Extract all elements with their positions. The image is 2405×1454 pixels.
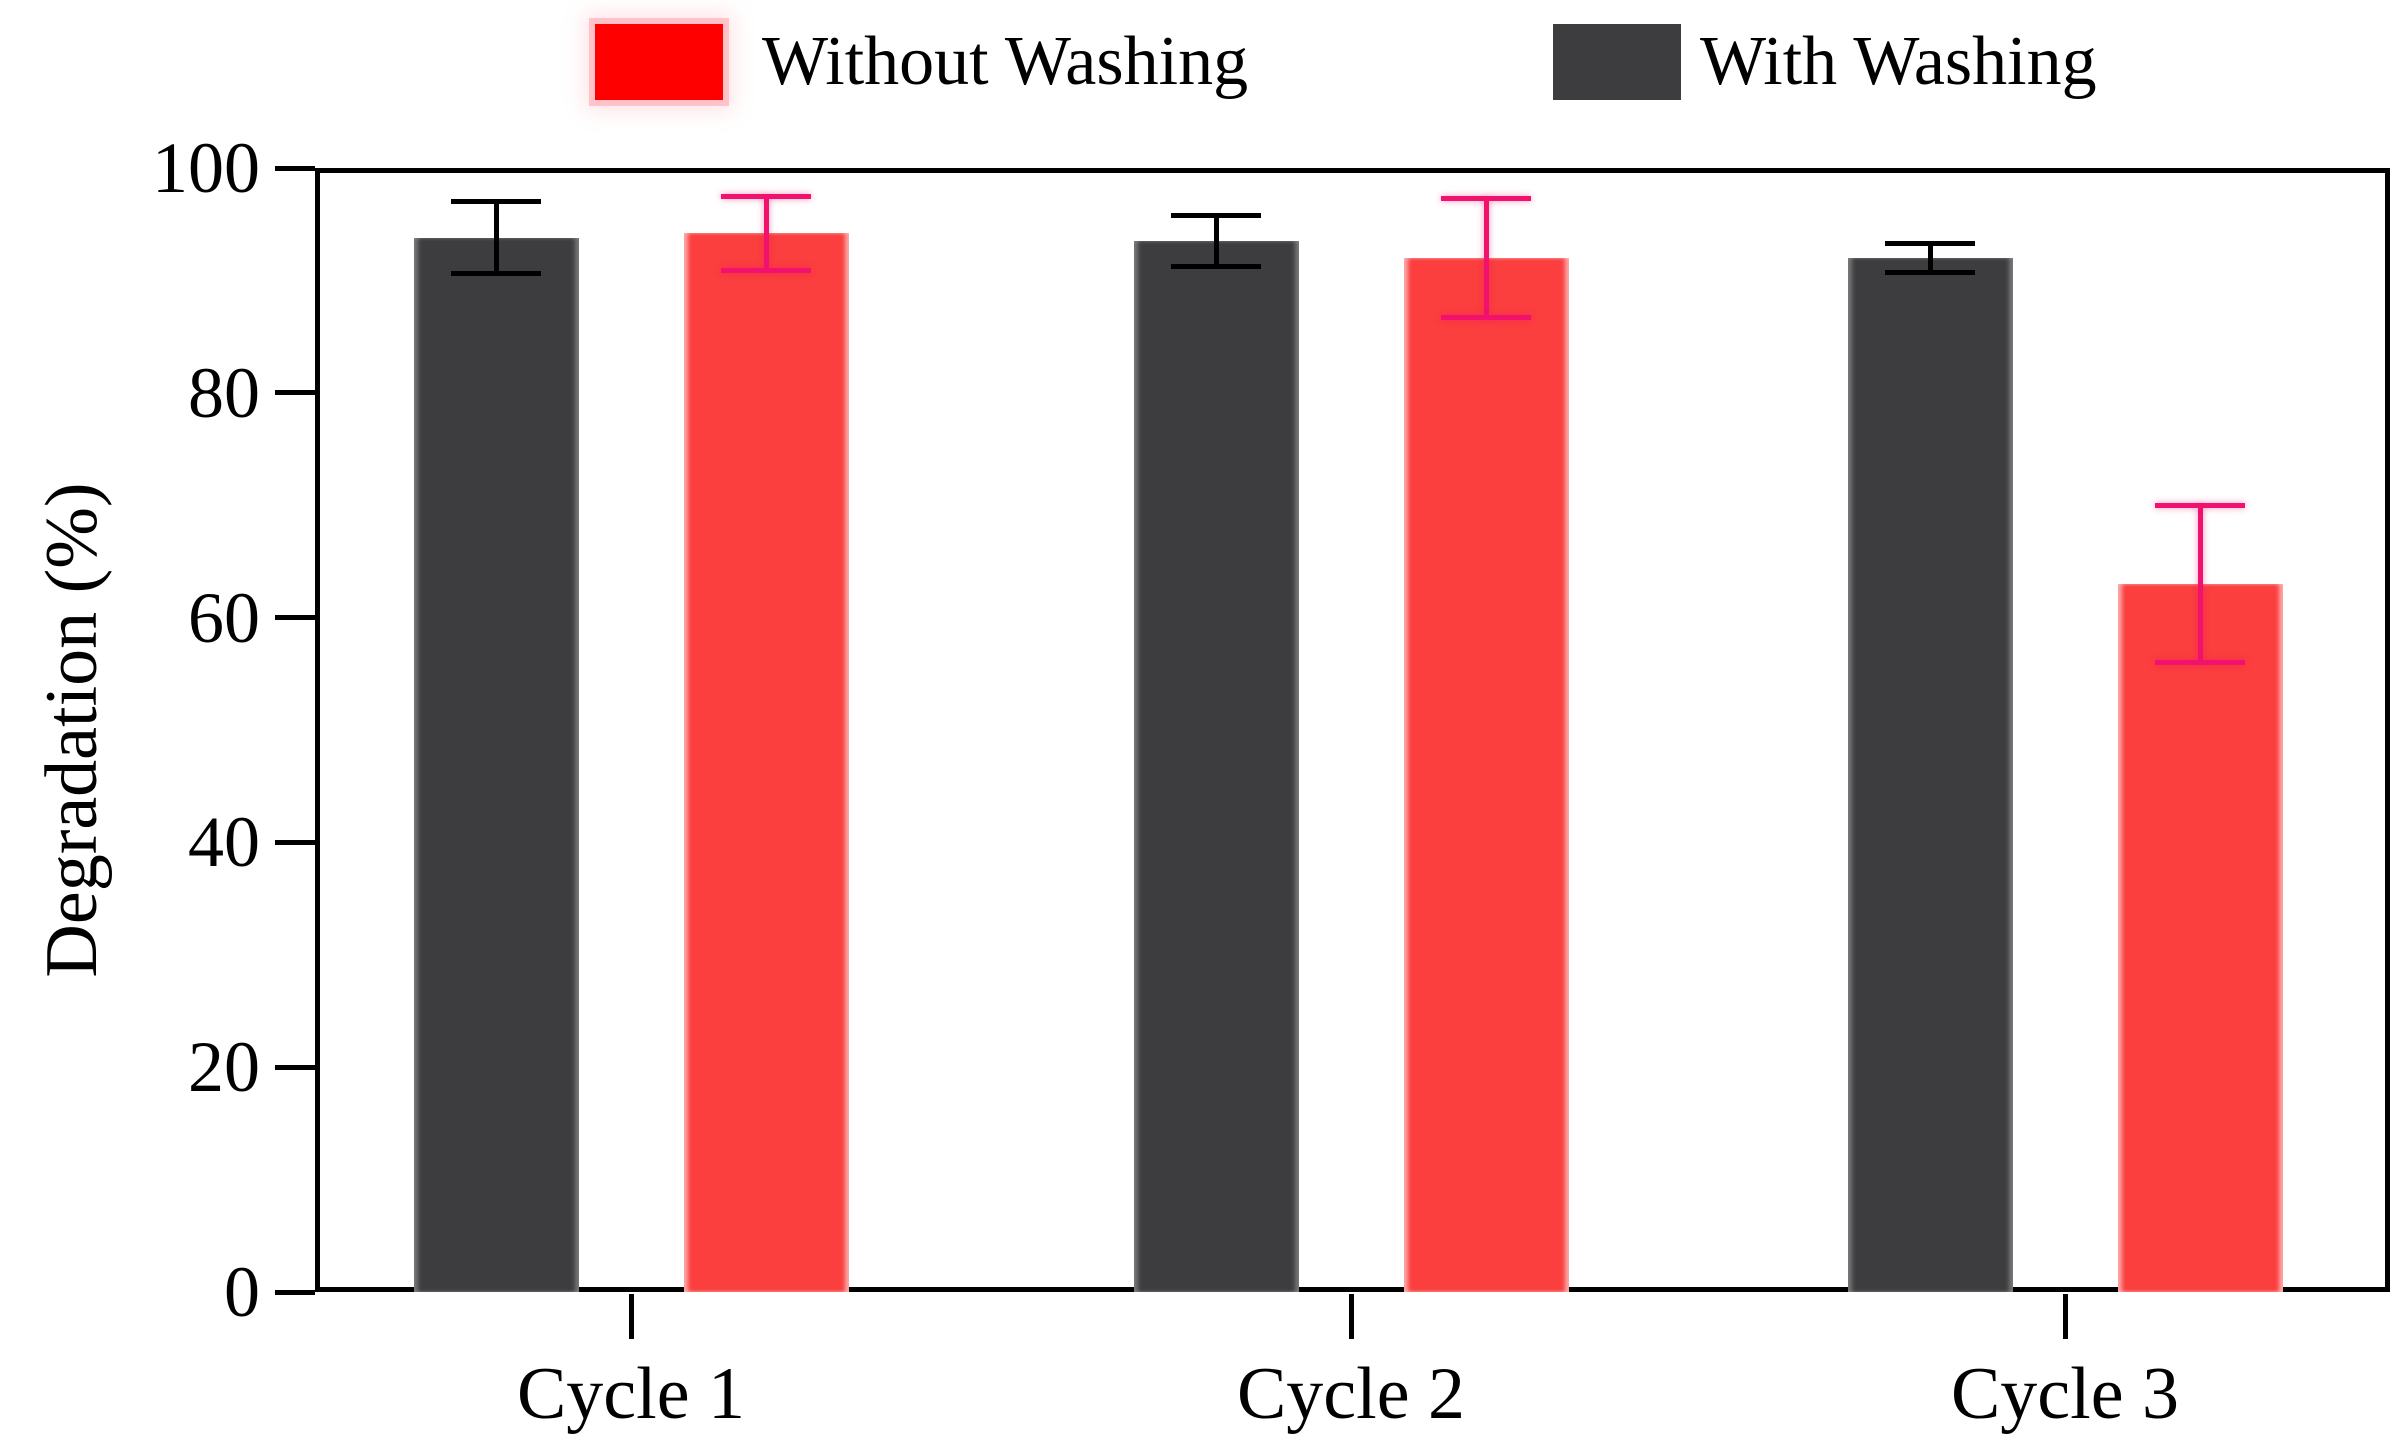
error-bar-cap-bottom xyxy=(2155,660,2245,666)
y-tick-label: 20 xyxy=(188,1027,260,1108)
bar-with-washing-cycle-2 xyxy=(1133,241,1299,1292)
error-bar-cap-bottom xyxy=(721,267,811,273)
x-tick xyxy=(1348,1294,1354,1339)
legend-swatch-with-washing xyxy=(1553,24,1681,100)
error-bar-line xyxy=(2197,505,2203,663)
legend-label-without-washing: Without Washing xyxy=(762,23,1249,100)
legend-label-with-washing: With Washing xyxy=(1700,23,2097,100)
error-bar-cap-top xyxy=(721,193,811,199)
error-bar-line xyxy=(1213,215,1219,267)
y-axis-title: Degradation (%) xyxy=(31,482,113,978)
x-tick-label: Cycle 3 xyxy=(1950,1353,2180,1435)
y-tick xyxy=(275,165,315,171)
error-bar-cap-bottom xyxy=(451,271,541,277)
x-tick-label: Cycle 2 xyxy=(1236,1353,1466,1435)
x-tick xyxy=(2062,1294,2068,1339)
y-tick xyxy=(275,839,315,845)
error-bar-cap-top xyxy=(451,199,541,205)
bar-without-washing-cycle-1 xyxy=(683,233,849,1292)
error-bar-cap-top xyxy=(1885,240,1975,246)
error-bar-line xyxy=(763,196,769,271)
error-bar-cap-top xyxy=(1441,195,1531,201)
bar-with-washing-cycle-1 xyxy=(413,237,579,1292)
y-tick-label: 40 xyxy=(188,802,260,883)
y-tick-label: 80 xyxy=(188,352,260,433)
bar-without-washing-cycle-2 xyxy=(1403,257,1569,1292)
error-bar-line xyxy=(1927,243,1933,273)
x-tick-label: Cycle 1 xyxy=(516,1353,746,1435)
bar-with-washing-cycle-3 xyxy=(1847,257,2013,1292)
y-tick-label: 60 xyxy=(188,577,260,658)
y-tick xyxy=(275,615,315,621)
error-bar-cap-bottom xyxy=(1171,264,1261,270)
y-tick-label: 100 xyxy=(152,128,260,208)
plot-frame xyxy=(315,168,2390,1292)
error-bar-line xyxy=(1483,198,1489,318)
y-tick xyxy=(275,390,315,396)
bar-without-washing-cycle-3 xyxy=(2117,583,2283,1292)
y-tick-label: 0 xyxy=(224,1252,260,1332)
y-tick xyxy=(275,1289,315,1295)
y-tick xyxy=(275,1064,315,1070)
error-bar-line xyxy=(493,201,499,274)
x-tick xyxy=(628,1294,634,1339)
error-bar-cap-bottom xyxy=(1441,314,1531,320)
error-bar-cap-bottom xyxy=(1885,270,1975,276)
error-bar-cap-top xyxy=(2155,502,2245,508)
error-bar-cap-top xyxy=(1171,212,1261,218)
legend-swatch-without-washing xyxy=(595,24,723,100)
